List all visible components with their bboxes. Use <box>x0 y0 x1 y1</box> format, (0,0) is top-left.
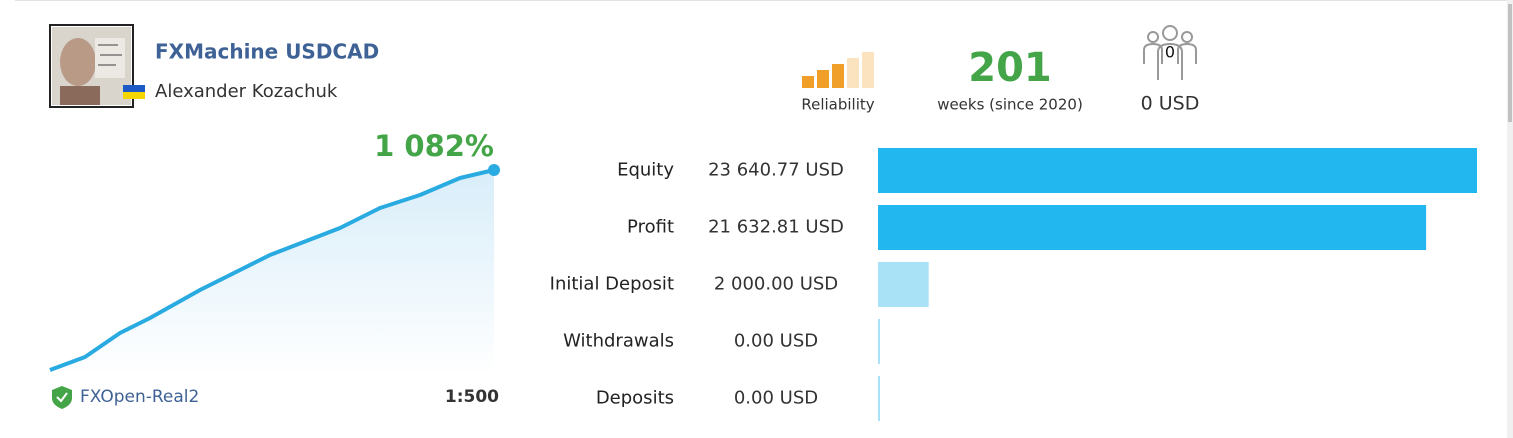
balance-label: Withdrawals <box>563 331 674 352</box>
growth-line <box>49 168 495 372</box>
author-name[interactable]: Alexander Kozachuk <box>155 81 338 102</box>
reliability-icon <box>802 52 874 88</box>
growth-value: 1 082% <box>374 129 494 163</box>
growth-end-dot <box>488 164 500 176</box>
reliability-label: Reliability <box>801 96 874 114</box>
balance-bar <box>878 205 1427 250</box>
broker-name[interactable]: FXOpen-Real2 <box>80 387 199 407</box>
subscribers-icon <box>1143 25 1197 80</box>
balance-label: Profit <box>627 217 674 238</box>
balance-bar <box>878 319 880 364</box>
balance-bar <box>878 262 929 307</box>
scrollbar-thumb <box>1508 4 1512 122</box>
weeks-label: weeks (since 2020) <box>937 96 1083 114</box>
balance-value: 2 000.00 USD <box>714 274 838 295</box>
verified-shield <box>52 386 72 409</box>
signal-title[interactable]: FXMachine USDCAD <box>155 40 379 64</box>
growth-area <box>50 170 494 375</box>
balance-label: Equity <box>617 160 674 181</box>
leverage: 1:500 <box>445 387 499 407</box>
weeks-value: 201 <box>968 45 1052 91</box>
country-flag <box>123 85 145 99</box>
balance-bar <box>878 148 1477 193</box>
balance-label: Initial Deposit <box>550 274 674 295</box>
subscribers-count: 0 <box>1165 43 1175 62</box>
subscribers-funds: 0 USD <box>1141 93 1200 115</box>
balance-value: 23 640.77 USD <box>708 160 844 181</box>
balance-label: Deposits <box>596 388 674 409</box>
balance-value: 0.00 USD <box>734 388 818 409</box>
scrollbar <box>1507 0 1513 438</box>
balance-value: 21 632.81 USD <box>708 217 844 238</box>
avatar[interactable] <box>49 24 134 108</box>
balance-value: 0.00 USD <box>734 331 818 352</box>
balance-bar <box>878 376 880 421</box>
